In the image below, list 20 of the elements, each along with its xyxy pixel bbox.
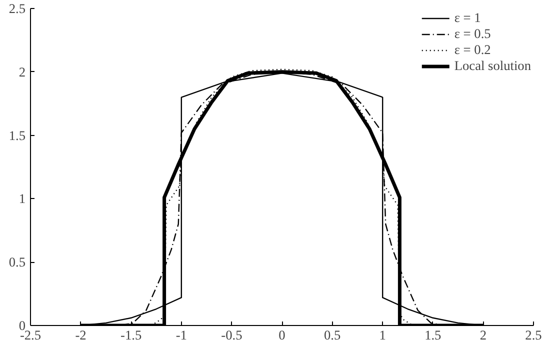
- x-tick-label: 0.5: [324, 328, 341, 342]
- x-tick-label: -1.5: [120, 328, 142, 342]
- y-tick-label: 2: [18, 64, 26, 80]
- x-tick-label: 1.5: [424, 328, 442, 342]
- y-tick-label: 1: [18, 191, 26, 206]
- x-tick-label: -2: [75, 328, 86, 342]
- x-tick-label: 2.5: [525, 328, 542, 342]
- x-tick-label: 1: [379, 328, 386, 342]
- legend-label: Local solution: [454, 58, 531, 74]
- y-tick-label: 0: [18, 318, 26, 333]
- x-tick-label: -1: [176, 328, 187, 342]
- legend-label: ε = 1: [454, 10, 481, 26]
- legend-label: ε = 0.5: [454, 26, 491, 42]
- y-tick-label: 2.5: [8, 1, 26, 16]
- x-tick-label: 0: [278, 328, 286, 342]
- y-tick-label: 1.5: [8, 128, 26, 143]
- legend-label: ε = 0.2: [454, 42, 491, 58]
- x-tick-label: 2: [480, 328, 487, 342]
- y-tick-label: 0.5: [8, 254, 26, 270]
- x-tick-label: -0.5: [221, 328, 243, 342]
